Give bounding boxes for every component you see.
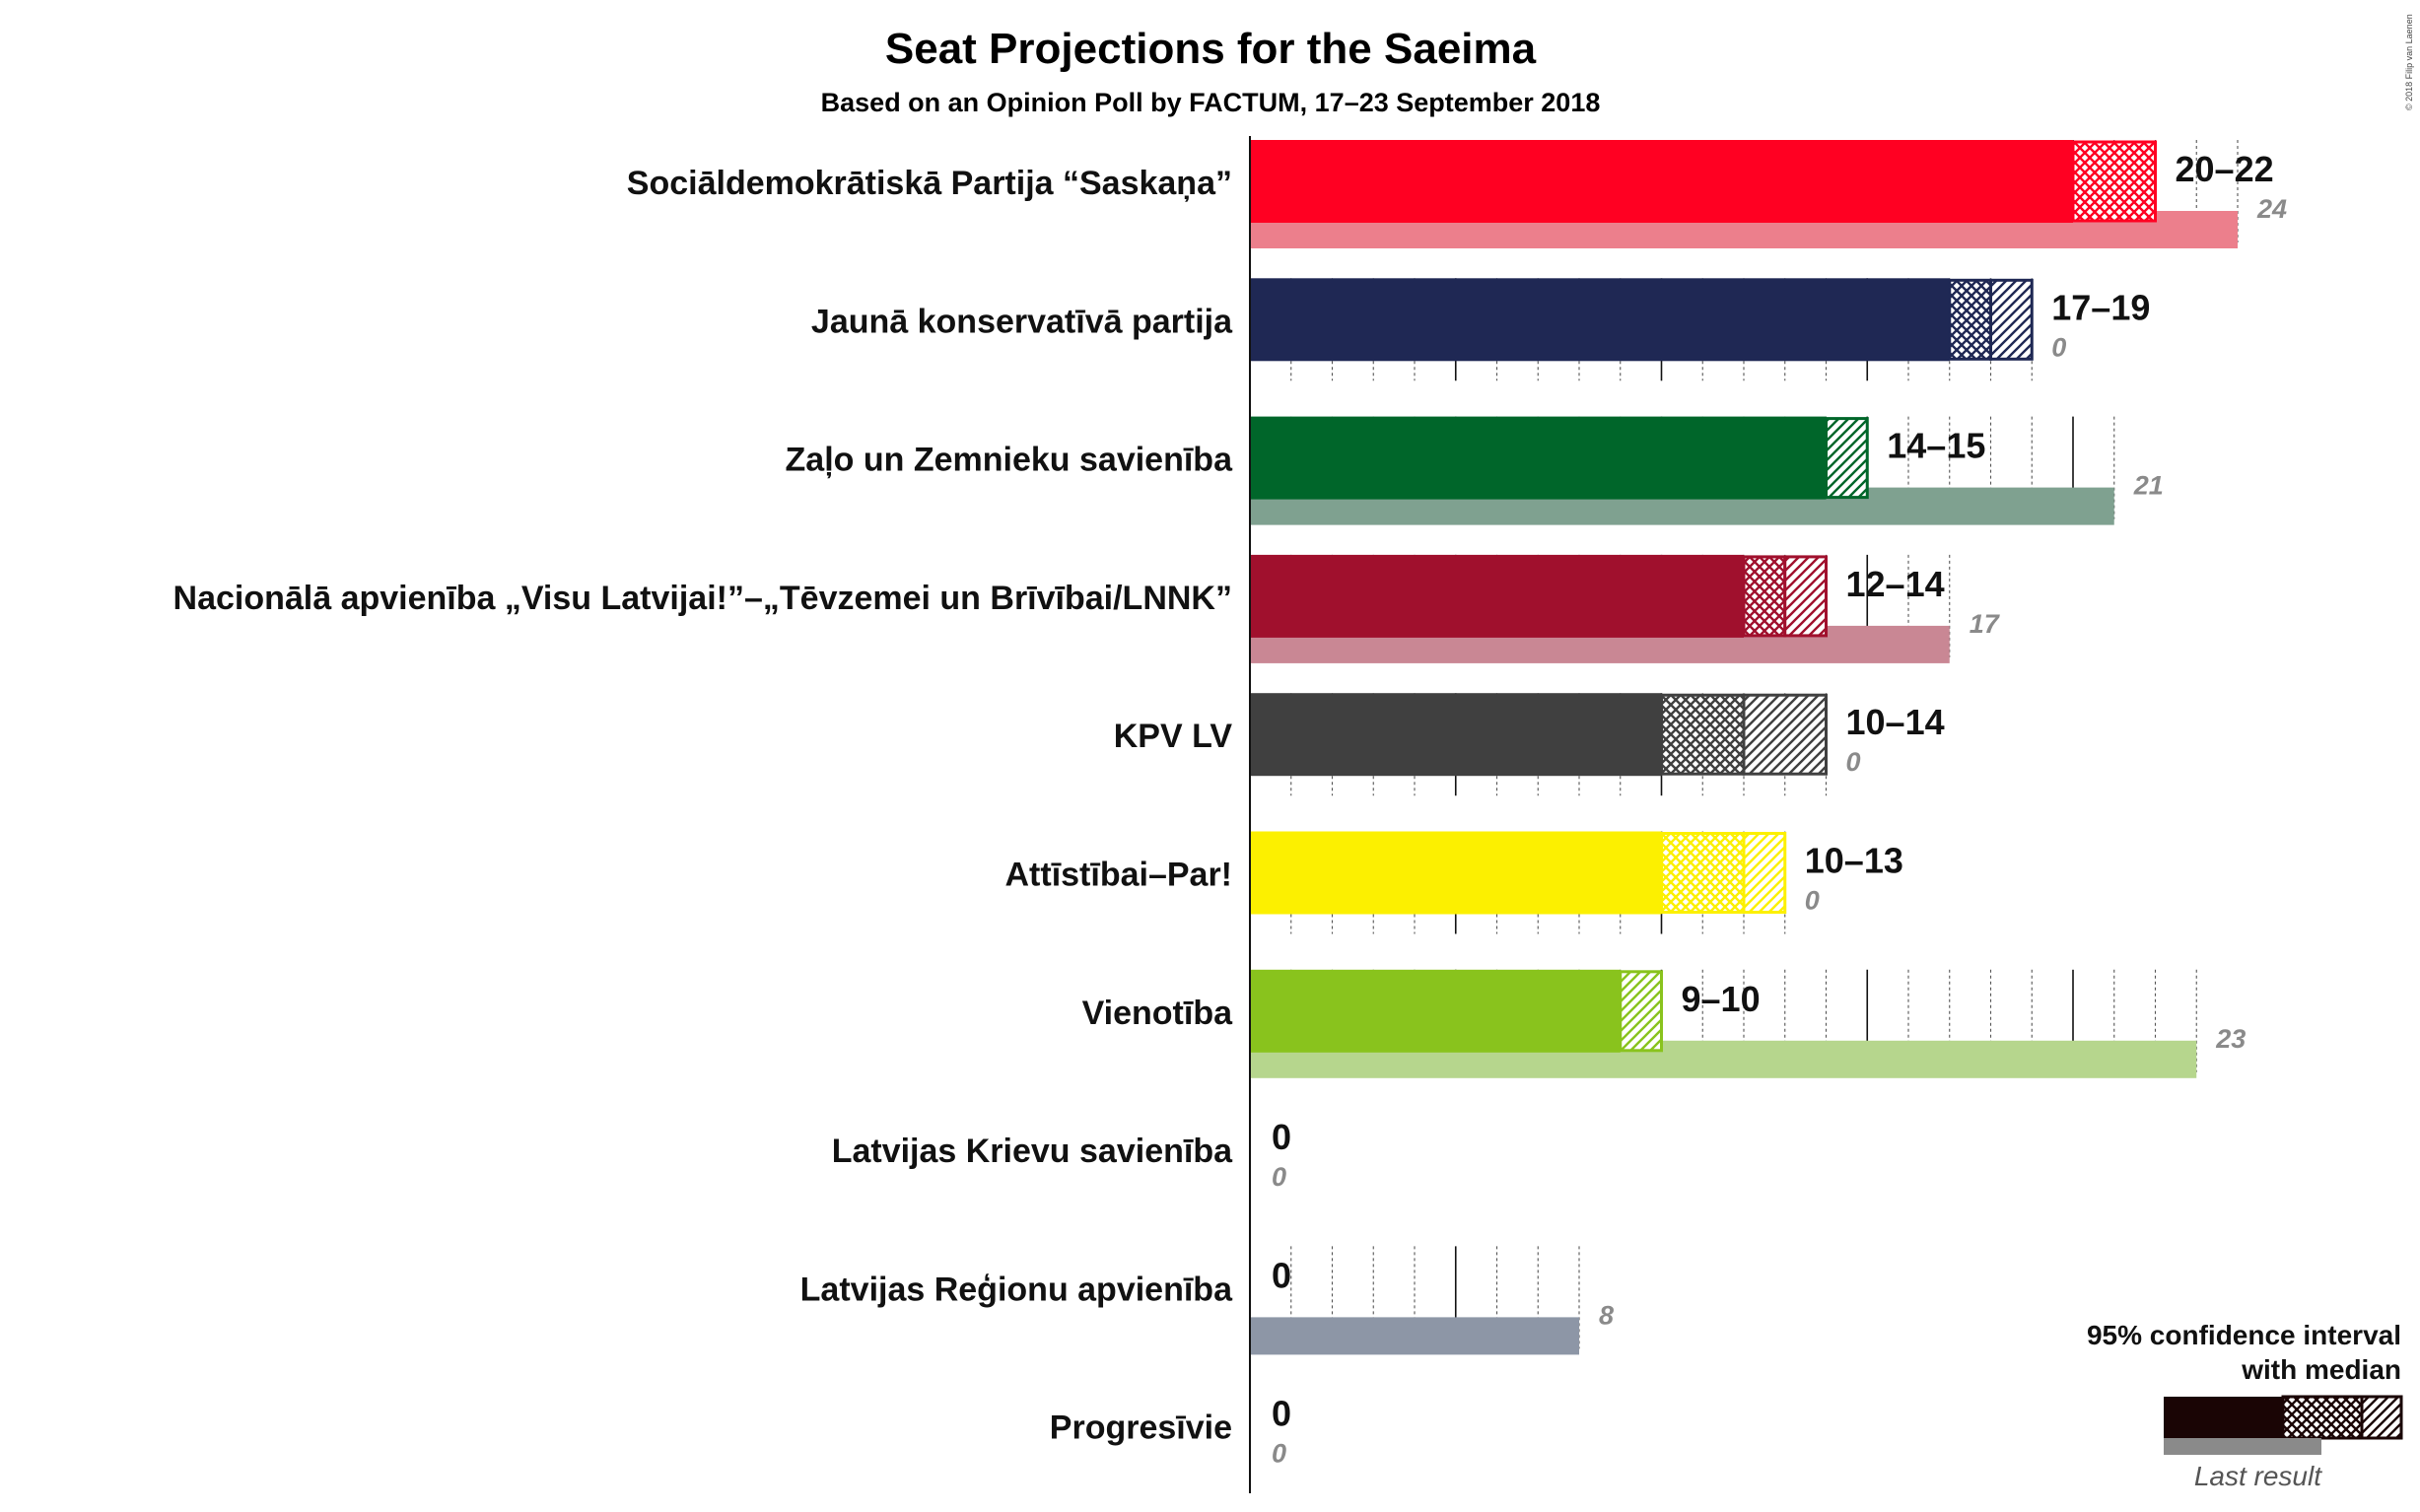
legend-last-result-swatch — [2164, 1438, 2321, 1455]
legend: 95% confidence interval with median Last… — [2087, 1320, 2403, 1491]
seat-range-label: 10–13 — [1805, 841, 1903, 881]
chart-title: Seat Projections for the Saeima — [885, 25, 1537, 73]
seat-range-label: 10–14 — [1846, 702, 1945, 742]
last-result-label: 23 — [2215, 1024, 2246, 1054]
legend-ci-label: 95% confidence interval — [2087, 1320, 2401, 1350]
party-row: Latvijas Krievu savienība 0 0 — [832, 1117, 1291, 1192]
projection-solid-bar — [1250, 416, 1827, 500]
ci-lower-hatch — [1742, 555, 1787, 638]
party-row: Zaļo un Zemnieku savienība 14–15 21 — [786, 416, 2164, 525]
ci-upper-hatch — [1825, 417, 1869, 500]
seat-range-label: 0 — [1272, 1255, 1291, 1295]
last-result-label: 21 — [2133, 471, 2164, 501]
party-row: Vienotība 9–10 23 — [1082, 969, 2246, 1078]
ci-upper-hatch — [1742, 832, 1787, 914]
seat-range-label: 12–14 — [1846, 564, 1945, 604]
projection-solid-bar — [1250, 831, 1662, 915]
legend-last-result-label: Last result — [2194, 1461, 2322, 1491]
seat-range-label: 20–22 — [2176, 149, 2274, 189]
projection-solid-bar — [1250, 278, 1950, 362]
bars-layer: Sociāldemokrātiskā Partija “Saskaņa” 20–2… — [173, 140, 2287, 1469]
party-row: Latvijas Reģionu apvienība 0 8 — [800, 1255, 1614, 1355]
party-label: Latvijas Krievu savienība — [832, 1133, 1233, 1170]
seat-range-label: 17–19 — [2051, 287, 2150, 327]
party-label: Latvijas Reģionu apvienība — [800, 1271, 1233, 1308]
last-result-label: 0 — [1272, 1162, 1286, 1192]
ci-upper-hatch — [1989, 278, 2034, 361]
projection-solid-bar — [1250, 554, 1744, 638]
party-label: Sociāldemokrātiskā Partija “Saskaņa” — [627, 165, 1232, 202]
party-label: Vienotība — [1082, 995, 1233, 1032]
legend-median-label: with median — [2241, 1354, 2401, 1385]
legend-solid-swatch — [2164, 1397, 2283, 1438]
last-result-label: 24 — [2256, 194, 2287, 224]
party-row: Jaunā konservatīvā partija 17–19 0 — [811, 278, 2150, 362]
ci-upper-hatch — [1742, 693, 1828, 776]
last-result-label: 0 — [1272, 1439, 1286, 1469]
seat-range-label: 9–10 — [1682, 979, 1761, 1019]
ci-upper-hatch — [1619, 970, 1663, 1053]
party-row: KPV LV 10–14 0 — [1114, 693, 1945, 777]
party-label: Zaļo un Zemnieku savienība — [786, 442, 1234, 479]
party-label: Jaunā konservatīvā partija — [811, 303, 1233, 340]
last-result-label: 17 — [1970, 609, 2001, 639]
last-result-label: 0 — [1805, 886, 1820, 916]
ci-lower-hatch — [1660, 693, 1746, 776]
ci-lower-hatch — [1948, 278, 1992, 361]
seat-range-label: 0 — [1272, 1117, 1291, 1157]
legend-crosshatch-swatch — [2281, 1395, 2364, 1440]
copyright-note: © 2018 Filip van Laenen — [2404, 14, 2414, 110]
ci-lower-hatch — [1660, 832, 1746, 914]
party-label: KPV LV — [1114, 718, 1233, 755]
projection-solid-bar — [1250, 693, 1662, 777]
ci-lower-hatch — [2071, 140, 2157, 223]
ci-upper-hatch — [1783, 555, 1828, 638]
last-result-label: 0 — [1846, 747, 1861, 777]
legend-diagonal-swatch — [2360, 1395, 2403, 1440]
seat-range-label: 0 — [1272, 1394, 1291, 1434]
party-row: Progresīvie 0 0 — [1050, 1394, 1291, 1469]
party-row: Sociāldemokrātiskā Partija “Saskaņa” 20–2… — [627, 140, 2287, 248]
last-result-label: 0 — [2051, 332, 2066, 362]
projection-solid-bar — [1250, 140, 2073, 223]
party-label: Attīstībai–Par! — [1005, 857, 1233, 894]
last-result-bar — [1250, 1317, 1579, 1355]
projection-solid-bar — [1250, 969, 1621, 1053]
seat-range-label: 14–15 — [1887, 426, 1985, 466]
chart-subtitle: Based on an Opinion Poll by FACTUM, 17–2… — [821, 88, 1601, 117]
last-result-label: 8 — [1599, 1300, 1614, 1330]
party-row: Attīstībai–Par! 10–13 0 — [1005, 831, 1903, 916]
party-row: Nacionālā apvienība „Visu Latvijai!”–„Tē… — [173, 554, 2001, 663]
party-label: Progresīvie — [1050, 1409, 1232, 1447]
party-label: Nacionālā apvienība „Visu Latvijai!”–„Tē… — [173, 580, 1232, 617]
